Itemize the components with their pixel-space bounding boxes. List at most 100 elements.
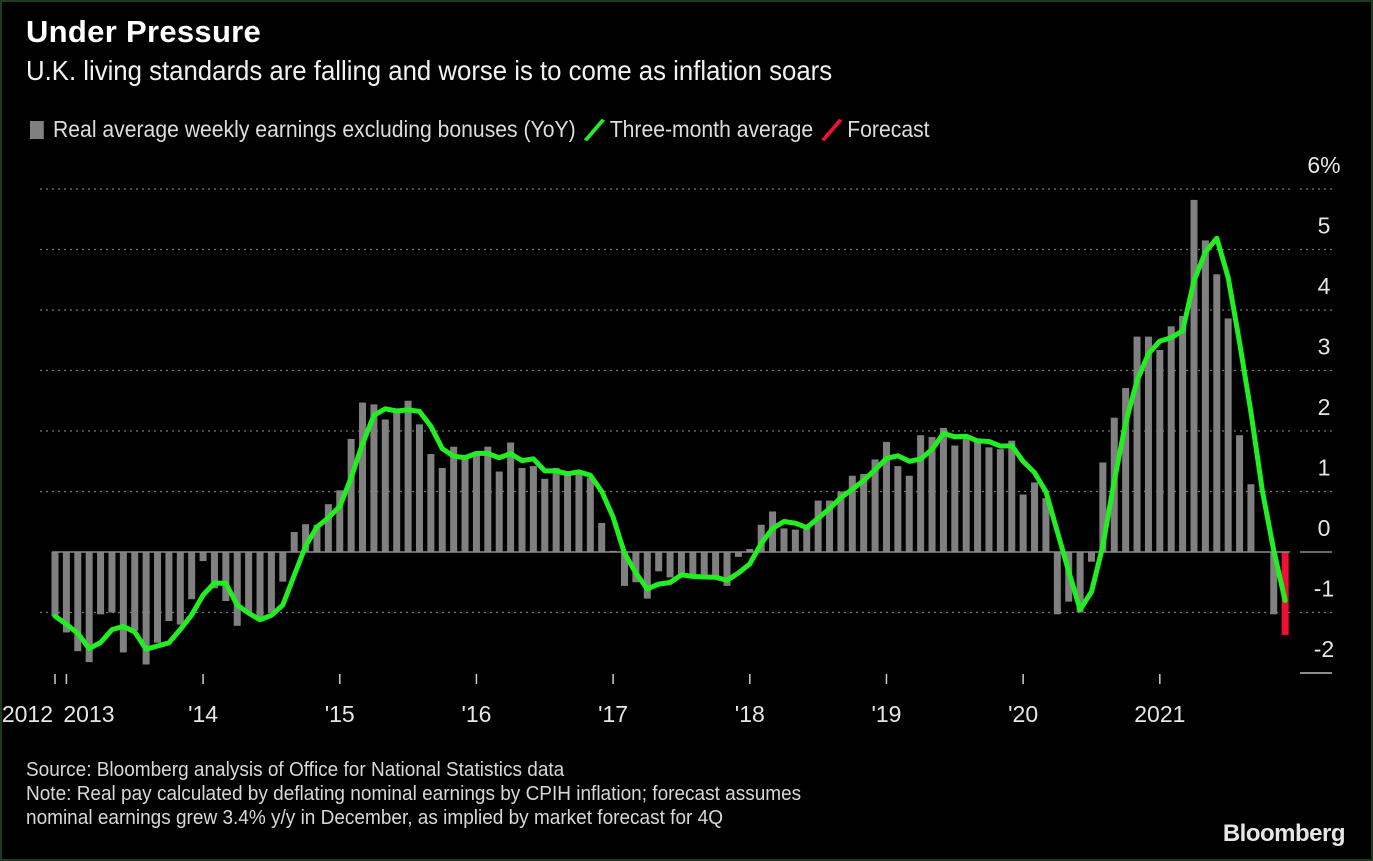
bar <box>74 552 82 652</box>
bar <box>176 552 184 625</box>
bar <box>1179 316 1187 552</box>
bar <box>97 552 105 615</box>
bar <box>1008 440 1016 552</box>
bar <box>712 552 720 577</box>
bar <box>245 552 253 613</box>
bar <box>62 552 70 633</box>
x-tick-label: 2021 <box>1134 701 1185 727</box>
x-tick-label: '18 <box>735 701 765 727</box>
bar <box>894 466 902 552</box>
x-tick-label: '16 <box>461 701 491 727</box>
x-tick-label: '17 <box>598 701 628 727</box>
y-tick-label: -2 <box>1314 636 1334 662</box>
bar <box>746 548 754 552</box>
bar <box>165 552 173 621</box>
x-tick-label: '15 <box>325 701 355 727</box>
bar <box>1167 326 1175 552</box>
bar <box>985 447 993 552</box>
bar <box>928 437 936 552</box>
bar <box>461 458 469 552</box>
bar <box>1076 552 1084 613</box>
bar <box>495 471 503 552</box>
bar <box>359 402 367 552</box>
bar <box>677 552 685 576</box>
bar <box>51 552 59 617</box>
bar <box>142 552 150 665</box>
bar <box>1247 484 1255 552</box>
bar <box>962 435 970 552</box>
bar <box>393 409 401 552</box>
bar <box>1201 240 1209 553</box>
bar <box>666 552 674 578</box>
bar <box>814 500 822 552</box>
bar <box>632 552 640 583</box>
bar <box>882 441 890 552</box>
bar <box>472 455 480 552</box>
bar <box>621 552 628 586</box>
bar <box>222 552 230 602</box>
bar <box>233 552 241 626</box>
bar <box>336 490 344 552</box>
bar <box>404 400 412 552</box>
bar <box>689 552 697 577</box>
three-month-average-line <box>52 235 1288 652</box>
bar <box>780 528 788 552</box>
bar <box>1031 482 1039 552</box>
bar <box>655 552 663 572</box>
bar <box>860 473 868 552</box>
bar <box>871 459 879 552</box>
footnotes: Source: Bloomberg analysis of Office for… <box>26 758 801 830</box>
bar <box>1224 318 1232 552</box>
y-tick-label: 6% <box>1307 152 1340 178</box>
bar <box>256 552 264 621</box>
x-tick-label: 2012 <box>2 701 53 727</box>
bar <box>1190 199 1198 552</box>
bar <box>85 552 93 663</box>
bar <box>302 524 310 552</box>
bar <box>518 467 526 552</box>
bar <box>1213 274 1221 552</box>
y-tick-label: 1 <box>1318 455 1331 481</box>
bar <box>803 524 811 552</box>
bar <box>700 552 708 580</box>
chart-subtitle: U.K. living standards are falling and wo… <box>26 55 833 86</box>
bar <box>370 404 378 552</box>
bar <box>347 438 355 552</box>
bar <box>757 524 765 552</box>
bar <box>1087 552 1095 562</box>
bar <box>427 453 435 552</box>
note-text-2: nominal earnings grew 3.4% y/y in Decemb… <box>26 807 723 829</box>
bar <box>119 552 127 653</box>
bar <box>1133 336 1141 552</box>
bar <box>837 491 845 552</box>
y-tick-label: 2 <box>1318 394 1331 420</box>
bar <box>974 441 982 552</box>
bar <box>290 532 298 552</box>
bar <box>154 552 162 643</box>
bar <box>552 467 560 552</box>
bar <box>917 435 925 552</box>
chart-title: Under Pressure <box>26 14 262 49</box>
bar <box>734 552 742 557</box>
x-tick-label: '14 <box>188 701 218 727</box>
bar <box>210 552 218 589</box>
bar <box>598 522 606 552</box>
bar <box>996 449 1004 552</box>
bar <box>450 446 458 552</box>
note-text-1: Note: Real pay calculated by deflating n… <box>26 783 802 805</box>
legend-line-label: Three-month average <box>609 116 814 142</box>
bar <box>791 529 799 552</box>
x-tick-label: 2013 <box>63 701 114 727</box>
bar <box>438 467 446 552</box>
bar <box>1156 349 1164 552</box>
bar <box>279 552 287 582</box>
bar <box>199 552 207 562</box>
x-tick-label: '19 <box>871 701 901 727</box>
bar <box>1053 552 1061 615</box>
y-tick-label: -1 <box>1314 576 1334 602</box>
bar <box>1236 435 1244 552</box>
legend-bars-label: Real average weekly earnings excluding b… <box>53 116 576 142</box>
bar <box>324 504 332 552</box>
x-tick-label: '20 <box>1008 701 1038 727</box>
